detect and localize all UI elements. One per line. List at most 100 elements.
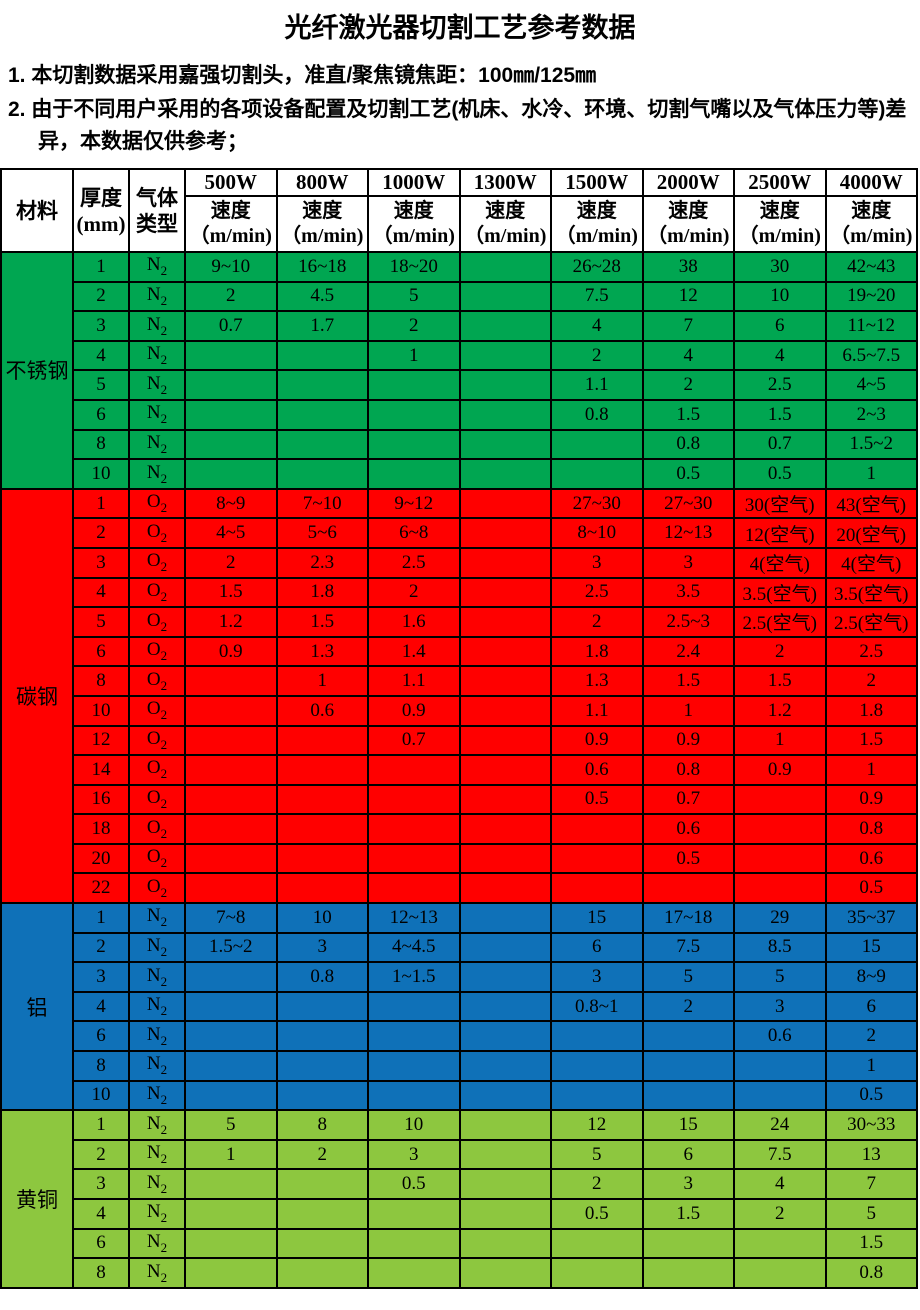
speed-header: 速度 （m/min): [733, 195, 827, 253]
speed-cell: 4: [550, 310, 644, 342]
material-cell: 黄铜: [0, 1109, 74, 1289]
note-2: 2. 由于不同用户采用的各项设备配置及切割工艺(机床、水冷、环境、切割气嘴以及气…: [8, 98, 907, 153]
gas-cell: N2: [128, 1198, 186, 1230]
speed-cell: 3: [275, 931, 369, 964]
speed-cell: 4(空气): [733, 546, 827, 579]
speed-cell: 1.5: [824, 1227, 918, 1260]
speed-cell: 1.5~2: [184, 931, 278, 964]
speed-cell: 0.7: [367, 724, 461, 757]
speed-cell: 4~5: [184, 517, 278, 549]
thickness-cell: 1: [72, 1109, 130, 1141]
speed-cell: [458, 694, 552, 727]
thickness-cell: 8: [72, 665, 130, 697]
gas-cell: O2: [128, 813, 186, 845]
gas-cell: O2: [128, 694, 186, 727]
speed-cell: 12~13: [367, 902, 461, 934]
gas-cell: O2: [128, 665, 186, 697]
speed-cell: 8: [275, 1109, 369, 1141]
speed-cell: [641, 1227, 735, 1260]
table-row: 2 N2 1 2 3 5 6 7.5 13: [1, 1138, 918, 1171]
speed-cell: 1.5: [641, 1198, 735, 1230]
speed-cell: [184, 1050, 278, 1082]
thickness-cell: 5: [72, 369, 130, 401]
note-1: 1. 本切割数据采用嘉强切割头，准直/聚焦镜焦距：100㎜/125㎜: [8, 64, 597, 87]
speed-cell: [550, 1227, 644, 1260]
speed-cell: 0.6: [733, 1020, 827, 1053]
speed-cell: 13: [824, 1138, 918, 1171]
speed-cell: 1.8: [550, 635, 644, 668]
speed-cell: 2~3: [824, 398, 918, 431]
speed-cell: 12(空气): [733, 517, 827, 549]
gas-cell: O2: [128, 546, 186, 579]
speed-cell: 5: [550, 1138, 644, 1171]
power-header: 2000W: [641, 168, 735, 197]
speed-cell: 1.5: [641, 665, 735, 697]
table-row: 8 N2 0.8 0.7 1.5~2: [1, 428, 918, 461]
speed-cell: [367, 369, 461, 401]
speed-cell: [184, 724, 278, 757]
speed-cell: 2: [824, 1020, 918, 1053]
material-header: 材料: [0, 168, 74, 253]
speed-cell: 5: [184, 1109, 278, 1141]
table-row: 3 N2 0.8 1~1.5 3 5 5 8~9: [1, 961, 918, 993]
speed-cell: 12: [641, 280, 735, 313]
speed-cell: 0.6: [641, 813, 735, 845]
thickness-cell: 6: [72, 1227, 130, 1260]
speed-cell: [184, 1020, 278, 1053]
gas-cell: N2: [128, 1020, 186, 1053]
speed-cell: [458, 1079, 552, 1112]
speed-cell: [458, 931, 552, 964]
speed-cell: [184, 872, 278, 905]
speed-cell: [275, 1198, 369, 1230]
speed-cell: [458, 487, 552, 520]
speed-cell: [275, 1257, 369, 1289]
gas-cell: N2: [128, 990, 186, 1023]
speed-cell: 6: [550, 931, 644, 964]
speed-cell: 1: [824, 458, 918, 490]
table-row: 不锈钢 1 N2 9~10 16~18 18~20 26~28 38 30 42~43: [0, 251, 918, 490]
speed-cell: 0.5: [824, 1079, 918, 1112]
speed-cell: 1.2: [733, 694, 827, 727]
gas-cell: N2: [128, 1168, 186, 1200]
power-header: 500W: [184, 168, 278, 197]
thickness-header: 厚度 (mm): [72, 168, 130, 253]
table-row: 黄铜 1 N2 5 8 10 12 15 24 30~33: [0, 1109, 918, 1289]
speed-cell: 0.6: [275, 694, 369, 727]
thickness-cell: 3: [72, 546, 130, 579]
speed-cell: 29: [733, 902, 827, 934]
table-row: 4 N2 0.5 1.5 2 5: [1, 1198, 918, 1230]
thickness-cell: 3: [72, 961, 130, 993]
speed-cell: 5: [733, 961, 827, 993]
gas-cell: O2: [128, 842, 186, 875]
speed-cell: 1.8: [824, 694, 918, 727]
header-speed-row: 速度 （m/min) 速度 （m/min) 速度 （m/min) 速度 （m/min) 速度 （m…: [1, 195, 918, 253]
speed-cell: 6: [641, 1138, 735, 1171]
speed-cell: [275, 783, 369, 816]
speed-cell: 1.6: [367, 606, 461, 638]
gas-type-header: 气体 类型: [128, 168, 186, 253]
table-header: 材料 厚度 (mm) 气体 类型 500W 800W 1000W 1300W 1500W 2000W…: [0, 168, 918, 253]
speed-cell: 7: [824, 1168, 918, 1200]
table-row: 14 O2 0.6 0.8 0.9 1: [1, 754, 918, 786]
speed-cell: [550, 872, 644, 905]
speed-cell: 2: [733, 1198, 827, 1230]
speed-cell: 2.4: [641, 635, 735, 668]
speed-cell: 1.5: [275, 606, 369, 638]
speed-cell: 3: [550, 961, 644, 993]
speed-cell: [184, 783, 278, 816]
speed-cell: [184, 665, 278, 697]
speed-cell: [458, 902, 552, 934]
speed-cell: [184, 754, 278, 786]
speed-cell: [458, 606, 552, 638]
speed-cell: 1.4: [367, 635, 461, 668]
speed-cell: [367, 813, 461, 845]
speed-cell: 4: [641, 339, 735, 372]
speed-cell: 0.8: [824, 1257, 918, 1289]
speed-cell: 3: [641, 546, 735, 579]
gas-cell: O2: [128, 576, 186, 609]
speed-cell: 1.3: [550, 665, 644, 697]
table-row: 4 O2 1.5 1.8 2 2.5 3.5 3.5(空气) 3.5(空气): [1, 576, 918, 609]
speed-cell: 3: [550, 546, 644, 579]
table-row: 6 N2 0.6 2: [1, 1020, 918, 1053]
material-cell: 不锈钢: [0, 251, 74, 490]
